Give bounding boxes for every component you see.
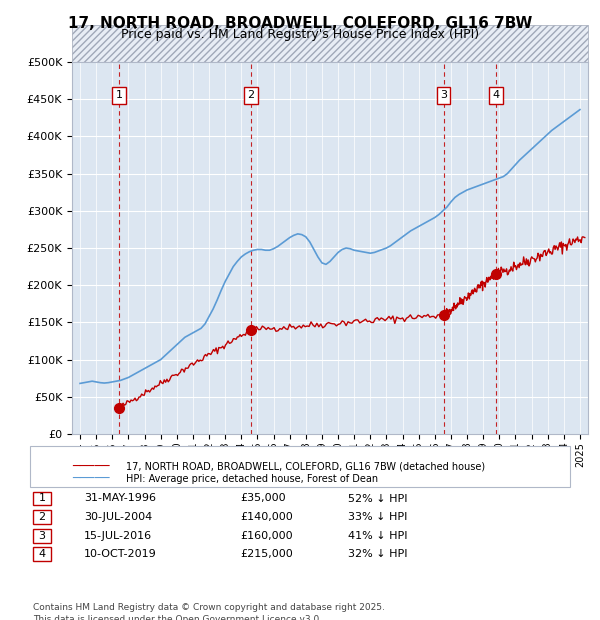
Text: 2: 2 (247, 91, 254, 100)
Text: HPI: Average price, detached house, Forest of Dean: HPI: Average price, detached house, Fore… (126, 474, 378, 484)
Text: £140,000: £140,000 (240, 512, 293, 522)
Text: 32% ↓ HPI: 32% ↓ HPI (348, 549, 407, 559)
Text: Price paid vs. HM Land Registry's House Price Index (HPI): Price paid vs. HM Land Registry's House … (121, 28, 479, 41)
Text: 17, NORTH ROAD, BROADWELL, COLEFORD, GL16 7BW: 17, NORTH ROAD, BROADWELL, COLEFORD, GL1… (68, 16, 532, 30)
Text: 1: 1 (38, 494, 46, 503)
Text: 17, NORTH ROAD, BROADWELL, COLEFORD, GL16 7BW (detached house): 17, NORTH ROAD, BROADWELL, COLEFORD, GL1… (126, 461, 485, 471)
Text: Contains HM Land Registry data © Crown copyright and database right 2025.
This d: Contains HM Land Registry data © Crown c… (33, 603, 385, 620)
Text: HPI: Average price, detached house, Forest of Dean: HPI: Average price, detached house, Fore… (126, 474, 378, 484)
Text: 3: 3 (440, 91, 447, 100)
Text: 33% ↓ HPI: 33% ↓ HPI (348, 512, 407, 522)
Text: £160,000: £160,000 (240, 531, 293, 541)
Text: 15-JUL-2016: 15-JUL-2016 (84, 531, 152, 541)
Text: 52% ↓ HPI: 52% ↓ HPI (348, 494, 407, 503)
Text: 31-MAY-1996: 31-MAY-1996 (84, 494, 156, 503)
Text: ─────: ───── (72, 460, 110, 472)
Text: £35,000: £35,000 (240, 494, 286, 503)
Text: ─────: ───── (72, 472, 110, 485)
Text: 41% ↓ HPI: 41% ↓ HPI (348, 531, 407, 541)
Text: 3: 3 (38, 531, 46, 541)
Text: 2: 2 (38, 512, 46, 522)
Text: 4: 4 (492, 91, 499, 100)
Text: 4: 4 (38, 549, 46, 559)
Text: 10-OCT-2019: 10-OCT-2019 (84, 549, 157, 559)
Bar (72, 25, 588, 62)
Text: 1: 1 (116, 91, 122, 100)
Text: £215,000: £215,000 (240, 549, 293, 559)
Text: ─────: ───── (72, 472, 110, 485)
Text: ─────: ───── (72, 460, 110, 472)
Text: 17, NORTH ROAD, BROADWELL, COLEFORD, GL16 7BW (detached house): 17, NORTH ROAD, BROADWELL, COLEFORD, GL1… (126, 461, 485, 471)
Text: 30-JUL-2004: 30-JUL-2004 (84, 512, 152, 522)
